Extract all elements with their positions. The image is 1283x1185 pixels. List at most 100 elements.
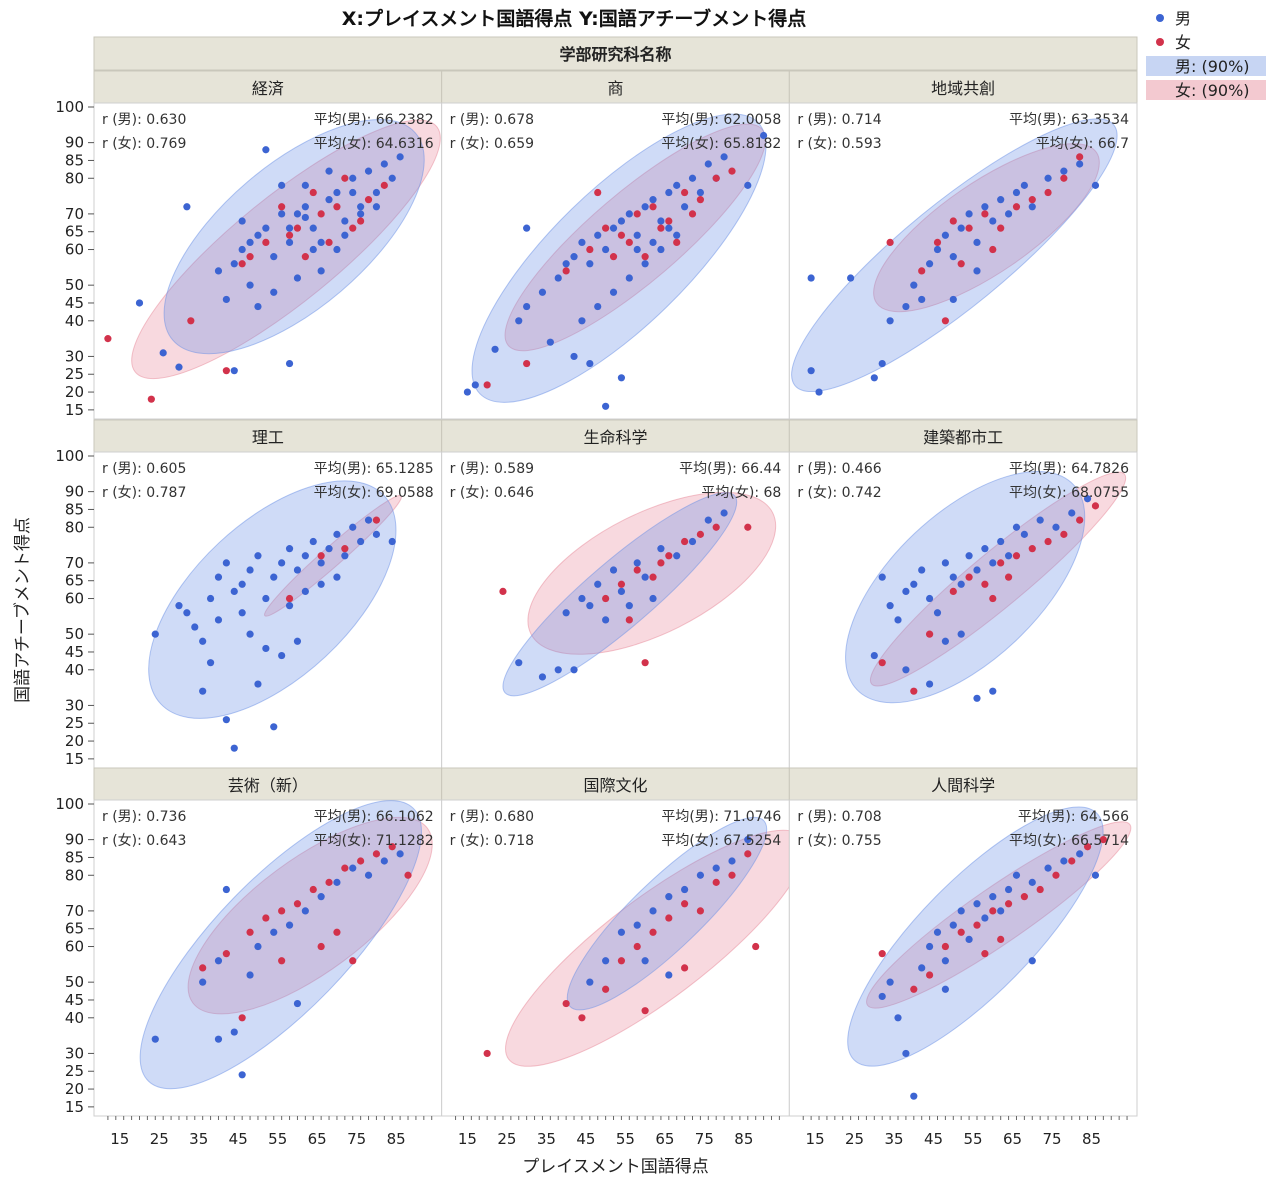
female-point: [278, 907, 286, 915]
male-point: [246, 566, 254, 574]
female-point: [744, 850, 752, 858]
y-tick-label: 90: [65, 831, 84, 849]
male-point: [989, 893, 997, 901]
male-point: [894, 616, 902, 624]
female-point: [926, 630, 934, 638]
y-tick-label: 25: [65, 1062, 84, 1080]
male-point: [285, 602, 294, 610]
mean-female-label: 平均(女): 69.0588: [314, 484, 434, 501]
female-point: [1068, 857, 1076, 865]
female-point: [222, 367, 230, 375]
panel-strip: [788, 419, 1138, 453]
panel-title: 人間科学: [931, 776, 995, 795]
male-point: [135, 299, 144, 307]
female-point: [246, 928, 254, 936]
female-point: [349, 957, 357, 965]
female-point: [989, 907, 997, 915]
male-point: [230, 587, 238, 596]
male-point: [238, 1071, 246, 1079]
group-header-label: 学部研究科名称: [559, 45, 671, 64]
female-point: [317, 942, 325, 951]
male-point: [973, 694, 981, 702]
r-female-label: r (女): 0.646: [450, 484, 534, 501]
male-point: [278, 210, 286, 218]
male-point: [238, 245, 246, 254]
y-tick-label: 15: [65, 401, 84, 419]
male-point: [625, 602, 633, 610]
male-point: [633, 245, 641, 254]
male-point: [325, 545, 333, 553]
female-point: [309, 885, 317, 894]
r-male-label: r (男): 0.736: [102, 809, 186, 825]
female-point: [357, 217, 365, 225]
r-female-label: r (女): 0.787: [102, 484, 186, 501]
panel-plot-area: [441, 799, 790, 1117]
female-point: [372, 516, 381, 524]
male-point: [1044, 174, 1052, 182]
panel-4: 理工 r (男): 0.605 r (女): 0.787 平均(男): 65.1285…: [93, 419, 443, 769]
panel-plot-area: [93, 799, 443, 1117]
female-point: [681, 188, 689, 197]
female-point: [1044, 537, 1052, 546]
male-point: [191, 623, 199, 631]
female-point: [349, 224, 357, 232]
female-point: [878, 950, 886, 958]
male-point: [325, 196, 333, 204]
y-tick-label: 65: [65, 920, 84, 938]
female-point: [665, 217, 673, 225]
mean-male-label: 平均(男): 64.566: [1018, 809, 1129, 825]
male-point: [681, 203, 689, 211]
female-point: [957, 928, 965, 936]
male-point: [926, 942, 934, 951]
male-point: [688, 537, 697, 546]
female-point: [696, 530, 705, 538]
male-point: [894, 1014, 902, 1022]
legend-label: 男: [1175, 9, 1191, 28]
male-point: [989, 559, 997, 567]
female-point: [926, 971, 934, 979]
male-point: [214, 616, 223, 624]
male-point: [981, 203, 989, 211]
male-point: [151, 1035, 159, 1043]
r-female-label: r (女): 0.769: [102, 135, 186, 152]
male-point: [333, 530, 341, 538]
male-point: [471, 381, 479, 389]
mean-male-label: 平均(男): 66.2382: [314, 112, 434, 128]
r-female-label: r (女): 0.659: [450, 135, 534, 152]
legend: 男女男: (90%) 女: (90%): [1146, 9, 1266, 100]
male-point: [633, 559, 641, 567]
male-point: [728, 857, 736, 865]
female-point: [104, 335, 112, 343]
y-tick-label: 85: [65, 500, 84, 518]
panel-plot-area: [93, 451, 443, 769]
female-point: [609, 253, 618, 261]
female-point: [523, 359, 531, 368]
male-point: [349, 523, 357, 531]
male-point: [704, 160, 712, 168]
male-point: [926, 680, 934, 688]
panel-2: 商 r (男): 0.678 r (女): 0.659 平均(男): 62.0058 平…: [441, 70, 790, 420]
male-point: [1012, 871, 1021, 879]
male-point: [602, 616, 610, 624]
male-point: [270, 288, 278, 296]
male-point: [609, 224, 618, 232]
male-point: [657, 217, 665, 225]
r-male-label: r (男): 0.466: [797, 461, 881, 477]
y-tick-label: 30: [65, 1044, 84, 1062]
male-point: [578, 238, 586, 247]
female-point: [878, 659, 886, 667]
female-point: [941, 317, 949, 325]
male-point: [222, 295, 230, 304]
female-point: [688, 210, 697, 218]
male-point: [285, 238, 294, 247]
panel-strip: [441, 419, 790, 453]
male-point: [222, 716, 230, 724]
female-point: [325, 878, 333, 886]
x-tick-label: 75: [695, 1130, 714, 1148]
y-tick-label: 30: [65, 347, 84, 365]
male-point: [633, 231, 641, 239]
female-point: [341, 545, 349, 553]
y-tick-label: 45: [65, 991, 84, 1009]
male-point: [696, 871, 705, 879]
male-point: [309, 224, 317, 232]
